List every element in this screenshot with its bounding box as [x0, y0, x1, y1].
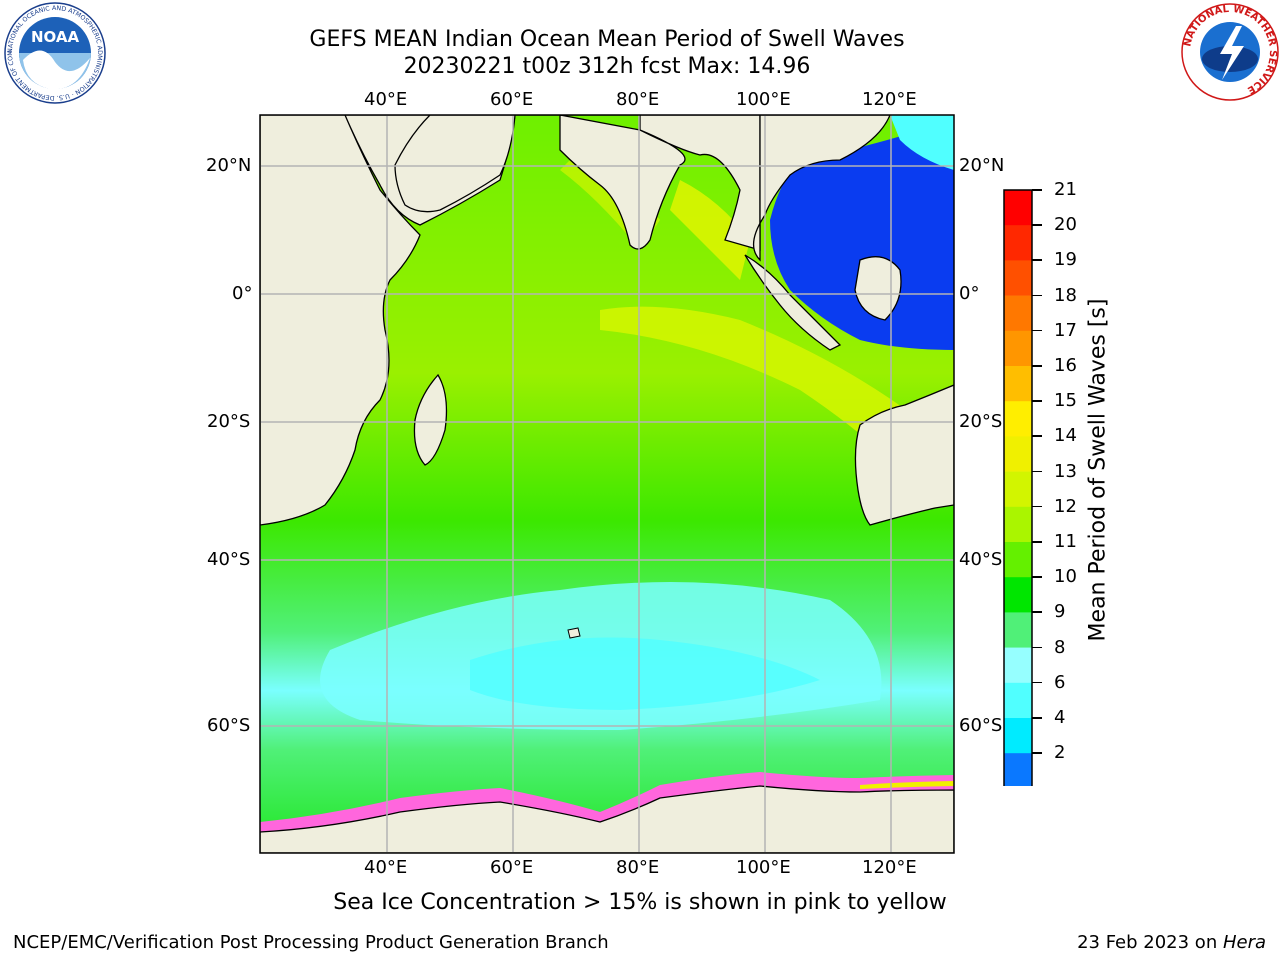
colorbar-tick-label: 14: [1054, 425, 1077, 447]
low-period-area-core: [470, 637, 820, 710]
colorbar-swatch: [1004, 190, 1032, 226]
colorbar-swatch: [1004, 471, 1032, 508]
colorbar-tick-label: 11: [1054, 531, 1077, 552]
borneo-land: [854, 256, 902, 321]
colorbar-tick-label: 8: [1054, 636, 1066, 658]
noaa-logo: NATIONAL OCEANIC AND ATMOSPHERIC ADMINIS…: [4, 2, 106, 104]
colorbar-swatch: [1004, 366, 1032, 402]
colorbar-tick-mark: [1032, 365, 1042, 367]
lat-tick-left-20s: 20°S: [207, 411, 251, 432]
generation-date-text: 23 Feb 2023 on: [1077, 932, 1223, 953]
colorbar-tick-mark: [1032, 224, 1042, 226]
colorbar-tick-label: 10: [1054, 566, 1077, 588]
colorbar-tick-mark: [1032, 294, 1042, 297]
colorbar-tick-label: 15: [1054, 390, 1077, 412]
colorbar-tick-mark: [1032, 541, 1042, 543]
colorbar-swatch: [1004, 436, 1032, 472]
svg-text:NOAA: NOAA: [31, 28, 80, 46]
colorbar-swatch: [1004, 612, 1032, 648]
lon-tick-top-40e: 40°E: [364, 89, 408, 110]
colorbar-tick-label: 16: [1054, 355, 1077, 376]
madagascar-land: [413, 373, 448, 466]
lat-tick-right-60s: 60°S: [959, 715, 1003, 736]
colorbar-tick-mark: [1032, 329, 1042, 332]
colorbar-swatch: [1004, 647, 1032, 684]
lat-tick-right-20s: 20°S: [959, 411, 1003, 432]
colorbar-tick-mark: [1032, 681, 1042, 684]
sea-ice-note: Sea Ice Concentration > 15% is shown in …: [333, 890, 947, 915]
host-name: Hera: [1222, 932, 1266, 953]
colorbar-tick-label: 13: [1054, 460, 1077, 482]
lon-tick-top-80e: 80°E: [616, 89, 660, 110]
colorbar-swatch: [1004, 753, 1032, 786]
colorbar-tick-label: 21: [1054, 179, 1077, 200]
colorbar-tick-mark: [1032, 611, 1042, 613]
colorbar-swatch: [1004, 718, 1032, 754]
colorbar-tick-mark: [1032, 576, 1042, 578]
colorbar-tick-mark: [1032, 470, 1042, 473]
colorbar-swatch: [1004, 542, 1032, 578]
colorbar-tick-mark: [1032, 259, 1042, 261]
southeast-asia-seas: [770, 120, 954, 350]
colorbar-tick-label: 9: [1054, 601, 1066, 623]
colorbar-tick-label: 6: [1054, 671, 1066, 693]
producer-credit: NCEP/EMC/Verification Post Processing Pr…: [13, 932, 609, 953]
sea-ice-band-yellow: [860, 781, 954, 789]
colorbar-tick-mark: [1032, 717, 1042, 719]
lon-tick-top-120e: 120°E: [862, 89, 917, 110]
west-pacific-cyan: [890, 115, 954, 170]
nws-logo: NATIONAL WEATHER SERVICE: [1180, 2, 1280, 102]
antarctica-land: [260, 785, 954, 853]
colorbar-tick-label: 2: [1054, 742, 1066, 764]
high-period-band-bay: [670, 180, 750, 280]
lat-tick-right-20n: 20°N: [959, 155, 1005, 176]
colorbar: [1000, 186, 1040, 786]
map-forecast-info: 20230221 t00z 312h fcst Max: 14.96: [403, 54, 811, 79]
colorbar-swatch: [1004, 260, 1032, 296]
map-grid: [260, 115, 954, 853]
colorbar-tick-label: 19: [1054, 249, 1077, 271]
colorbar-tick-mark: [1032, 752, 1042, 754]
lat-tick-left-20n: 20°N: [206, 155, 252, 176]
colorbar-tick-mark: [1032, 505, 1042, 508]
lon-tick-top-60e: 60°E: [490, 89, 534, 110]
colorbar-tick-label: 12: [1054, 495, 1077, 517]
colorbar-swatch: [1004, 295, 1032, 332]
lat-tick-right-40s: 40°S: [959, 549, 1003, 570]
colorbar-tick-label: 4: [1054, 707, 1066, 728]
lon-tick-bottom-60e: 60°E: [490, 857, 534, 878]
lat-tick-left-60s: 60°S: [207, 715, 251, 736]
colorbar-swatch: [1004, 577, 1032, 613]
colorbar-swatch: [1004, 225, 1032, 261]
lon-tick-bottom-120e: 120°E: [862, 857, 917, 878]
colorbar-tick-label: 20: [1054, 214, 1077, 236]
colorbar-tick-mark: [1032, 435, 1042, 437]
colorbar-swatch: [1004, 506, 1032, 543]
lon-tick-top-100e: 100°E: [736, 89, 791, 110]
colorbar-swatch: [1004, 401, 1032, 437]
lat-tick-right-0: 0°: [959, 283, 980, 304]
colorbar-label: Mean Period of Swell Waves [s]: [1085, 298, 1111, 642]
lon-tick-bottom-80e: 80°E: [616, 857, 660, 878]
indochina-land: [753, 115, 891, 262]
lon-tick-bottom-40e: 40°E: [364, 857, 408, 878]
colorbar-tick-label: 18: [1054, 284, 1077, 306]
lat-tick-left-0: 0°: [232, 283, 253, 304]
lon-tick-bottom-100e: 100°E: [736, 857, 791, 878]
colorbar-swatch: [1004, 330, 1032, 367]
australia-land: [854, 384, 954, 526]
kerguelen-land: [567, 627, 581, 639]
colorbar-tick-mark: [1032, 646, 1042, 649]
colorbar-tick-mark: [1032, 400, 1042, 402]
lat-tick-left-40s: 40°S: [207, 549, 251, 570]
colorbar-tick-mark: [1032, 189, 1042, 191]
map-frame: [259, 114, 955, 854]
map-title: GEFS MEAN Indian Ocean Mean Period of Sw…: [309, 27, 905, 52]
colorbar-swatch: [1004, 682, 1032, 719]
india-land: [515, 115, 761, 251]
colorbar-tick-label: 17: [1054, 319, 1077, 341]
sea-ice-band: [260, 772, 954, 832]
generation-date: 23 Feb 2023 on Hera: [1077, 932, 1266, 953]
